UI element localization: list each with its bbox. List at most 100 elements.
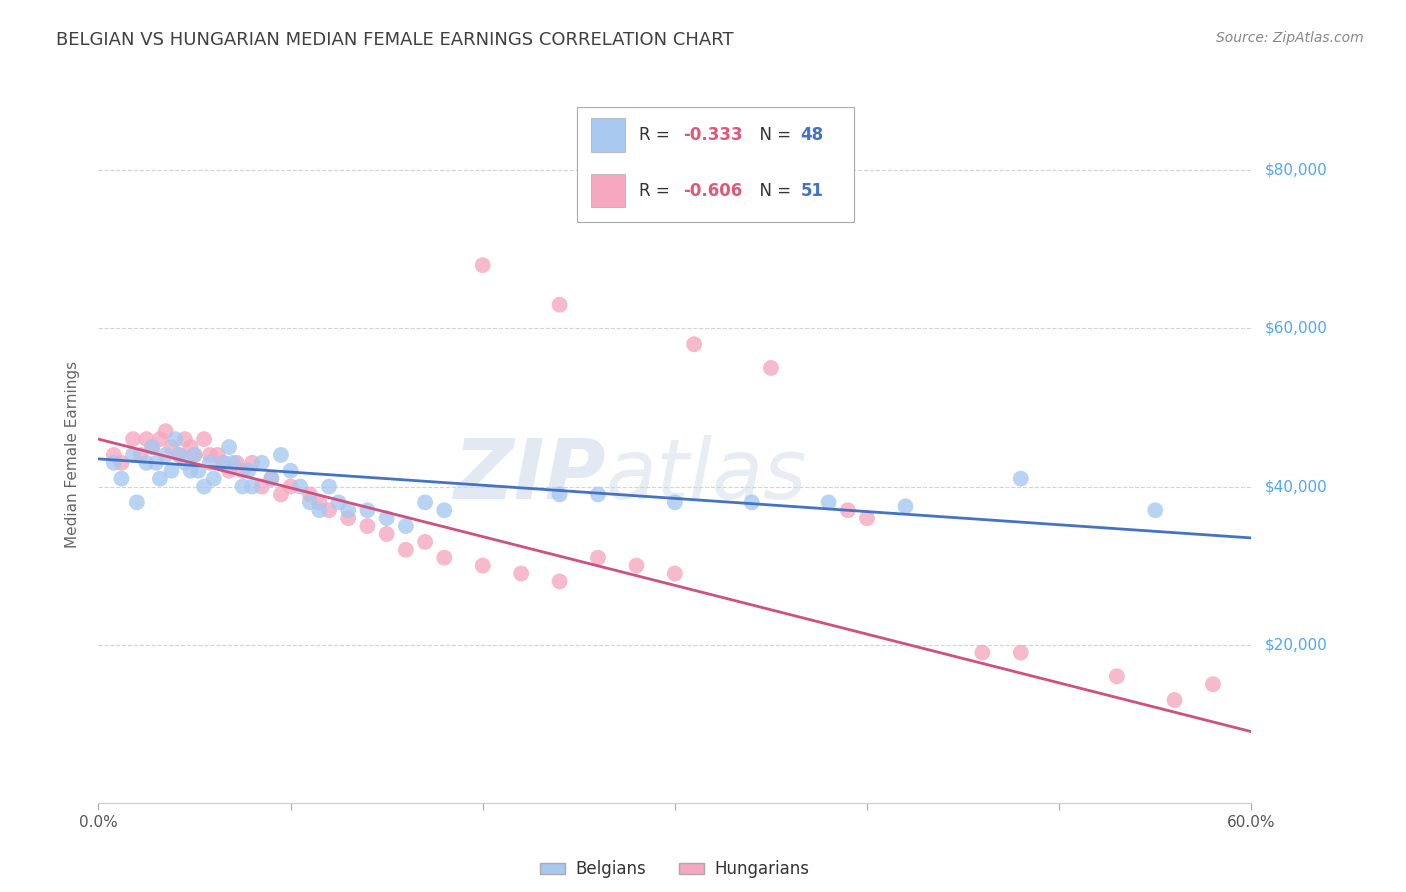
Point	[395, 542, 418, 557]
Point	[149, 472, 172, 486]
Point	[510, 566, 533, 581]
Point	[395, 519, 418, 533]
Point	[894, 500, 917, 514]
Point	[238, 464, 260, 478]
Text: 51: 51	[800, 182, 824, 200]
Point	[231, 464, 254, 478]
Point	[240, 479, 263, 493]
Text: R =: R =	[640, 182, 675, 200]
Point	[135, 456, 157, 470]
Point	[664, 495, 686, 509]
Point	[270, 448, 292, 462]
Point	[471, 258, 494, 272]
Point	[250, 456, 273, 470]
Point	[183, 448, 205, 462]
Text: $80,000: $80,000	[1265, 163, 1329, 178]
Point	[298, 487, 321, 501]
Point	[218, 464, 240, 478]
Point	[626, 558, 648, 573]
Point	[972, 646, 994, 660]
Point	[413, 495, 436, 509]
Text: atlas: atlas	[606, 435, 807, 516]
Point	[433, 550, 456, 565]
Text: Source: ZipAtlas.com: Source: ZipAtlas.com	[1216, 31, 1364, 45]
Point	[149, 432, 172, 446]
Point	[122, 432, 145, 446]
Point	[198, 456, 221, 470]
Point	[160, 464, 183, 478]
Point	[586, 487, 609, 501]
Text: -0.606: -0.606	[683, 182, 742, 200]
Y-axis label: Median Female Earnings: Median Female Earnings	[65, 361, 80, 549]
Text: $60,000: $60,000	[1265, 321, 1329, 336]
Point	[471, 558, 494, 573]
Point	[212, 456, 235, 470]
Point	[110, 472, 132, 486]
Point	[356, 519, 378, 533]
Point	[548, 487, 571, 501]
Point	[1163, 693, 1185, 707]
Text: $40,000: $40,000	[1265, 479, 1329, 494]
Point	[270, 487, 292, 501]
Point	[135, 432, 157, 446]
Point	[198, 448, 221, 462]
Point	[160, 440, 183, 454]
Point	[231, 479, 254, 493]
Point	[260, 472, 283, 486]
FancyBboxPatch shape	[591, 174, 626, 207]
Point	[548, 574, 571, 589]
Point	[280, 479, 302, 493]
Text: R =: R =	[640, 126, 675, 144]
Point	[290, 479, 312, 493]
Point	[759, 361, 782, 376]
Point	[817, 495, 839, 509]
Text: -0.333: -0.333	[683, 126, 742, 144]
Point	[145, 456, 167, 470]
Legend: Belgians, Hungarians: Belgians, Hungarians	[534, 854, 815, 885]
Point	[202, 472, 225, 486]
Point	[250, 479, 273, 493]
Point	[683, 337, 706, 351]
Point	[129, 448, 152, 462]
Point	[187, 464, 209, 478]
Point	[1105, 669, 1128, 683]
Point	[548, 298, 571, 312]
Point	[413, 535, 436, 549]
Text: $20,000: $20,000	[1265, 637, 1329, 652]
Point	[328, 495, 350, 509]
Point	[180, 464, 202, 478]
Point	[193, 432, 215, 446]
Point	[375, 511, 398, 525]
Point	[103, 448, 125, 462]
Point	[308, 503, 330, 517]
Point	[155, 448, 177, 462]
Point	[141, 440, 163, 454]
Point	[280, 464, 302, 478]
Point	[167, 448, 190, 462]
Point	[318, 503, 340, 517]
Point	[174, 432, 197, 446]
Point	[837, 503, 859, 517]
Point	[1010, 472, 1032, 486]
Text: N =: N =	[748, 126, 796, 144]
Point	[222, 456, 245, 470]
Point	[183, 448, 205, 462]
Point	[298, 495, 321, 509]
Point	[337, 503, 360, 517]
Point	[586, 550, 609, 565]
Point	[1010, 646, 1032, 660]
Point	[165, 432, 187, 446]
Point	[240, 456, 263, 470]
Text: N =: N =	[748, 182, 796, 200]
FancyBboxPatch shape	[591, 118, 626, 152]
Point	[141, 440, 163, 454]
Point	[856, 511, 879, 525]
Point	[1144, 503, 1167, 517]
Point	[110, 456, 132, 470]
Point	[356, 503, 378, 517]
Text: 48: 48	[800, 126, 824, 144]
Point	[664, 566, 686, 581]
Point	[180, 440, 202, 454]
Point	[103, 456, 125, 470]
Point	[260, 472, 283, 486]
